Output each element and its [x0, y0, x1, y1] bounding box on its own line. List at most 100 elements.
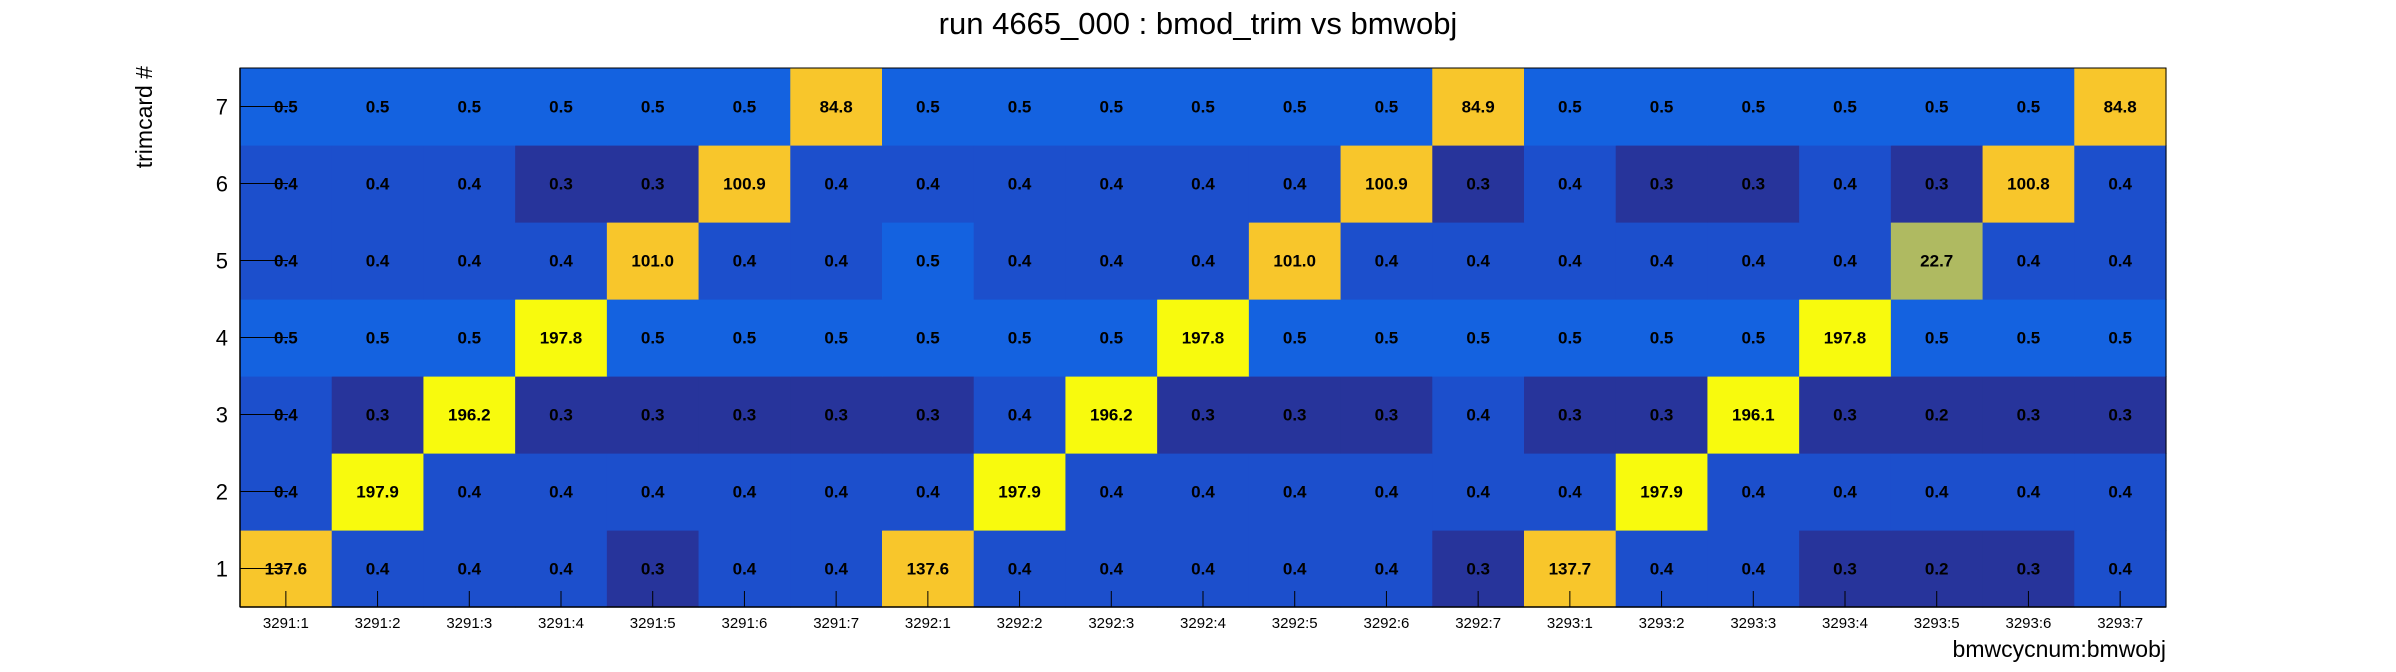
cell-value-label: 0.4: [1741, 560, 1765, 579]
heatmap-cell: [973, 453, 1067, 531]
y-tick-label: 4: [216, 326, 228, 351]
cell-value-label: 0.3: [916, 406, 940, 425]
cell-value-label: 0.4: [824, 560, 848, 579]
cell-value-label: 0.4: [457, 483, 481, 502]
heatmap-cell: [1157, 376, 1250, 454]
cell-value-label: 0.5: [916, 329, 940, 348]
cell-value-label: 0.5: [916, 98, 940, 117]
cell-value-label: 0.4: [916, 175, 940, 194]
heatmap-cell: [331, 376, 425, 454]
x-tick-label: 3291:3: [446, 615, 492, 632]
heatmap-cell: [331, 453, 425, 531]
heatmap-cell: [1707, 453, 1800, 531]
cell-value-label: 0.4: [1466, 252, 1490, 271]
cell-value-label: 0.5: [1283, 98, 1307, 117]
cell-value-label: 0.4: [457, 560, 481, 579]
cell-value-label: 0.3: [2017, 406, 2041, 425]
heatmap-cell: [2074, 299, 2167, 377]
cell-value-label: 0.5: [824, 329, 848, 348]
heatmap-cell: [1982, 145, 2075, 223]
cell-value-label: 0.2: [1925, 406, 1949, 425]
cell-value-label: 0.5: [1650, 329, 1674, 348]
heatmap-cell: [1340, 376, 1433, 454]
heatmap-cell: [331, 68, 425, 146]
cell-value-label: 197.8: [540, 329, 583, 348]
cell-value-label: 197.9: [356, 483, 399, 502]
cell-value-label: 84.9: [1462, 98, 1495, 117]
heatmap-cell: [973, 145, 1067, 223]
heatmap-cell: [1340, 145, 1433, 223]
cell-value-label: 0.5: [1191, 98, 1215, 117]
cell-value-label: 0.5: [1099, 329, 1123, 348]
heatmap-cell: [1707, 68, 1800, 146]
cell-value-label: 0.4: [1741, 252, 1765, 271]
cell-value-label: 0.3: [549, 175, 573, 194]
heatmap-cell: [1340, 299, 1433, 377]
heatmap-cell: [515, 222, 608, 300]
heatmap-cell: [515, 68, 608, 146]
cell-value-label: 137.7: [1549, 560, 1592, 579]
cell-value-label: 0.4: [1375, 560, 1399, 579]
cell-value-label: 0.4: [733, 252, 757, 271]
cell-value-label: 84.8: [2104, 98, 2137, 117]
heatmap-cell: [1707, 145, 1800, 223]
heatmap-cell: [790, 145, 883, 223]
heatmap-cell: [1799, 453, 1892, 531]
cell-value-label: 0.5: [1650, 98, 1674, 117]
heatmap-cell: [606, 299, 700, 377]
heatmap-cell: [1065, 376, 1158, 454]
cell-value-label: 0.3: [1466, 175, 1490, 194]
x-tick-label: 3293:4: [1822, 615, 1868, 632]
cell-value-label: 137.6: [907, 560, 950, 579]
cell-value-label: 0.5: [366, 98, 390, 117]
heatmap-cell: [1248, 376, 1342, 454]
cell-value-label: 0.5: [1008, 98, 1032, 117]
cell-value-label: 0.4: [2108, 175, 2132, 194]
x-tick-label: 3292:6: [1363, 615, 1409, 632]
cell-value-label: 0.4: [2108, 560, 2132, 579]
heatmap-cell: [1707, 222, 1800, 300]
cell-value-label: 0.4: [1191, 483, 1215, 502]
cell-value-label: 0.3: [641, 175, 665, 194]
heatmap-cell: [1524, 376, 1617, 454]
cell-value-label: 0.4: [1558, 175, 1582, 194]
heatmap-cell: [1432, 299, 1525, 377]
heatmap-cell: [606, 453, 700, 531]
heatmap-cell: [1615, 222, 1709, 300]
heatmap-cell: [423, 68, 516, 146]
y-tick-label: 2: [216, 480, 228, 505]
heatmap-cell: [1524, 453, 1617, 531]
cell-value-label: 0.3: [366, 406, 390, 425]
heatmap-cell: [698, 222, 791, 300]
cell-value-label: 0.4: [1008, 560, 1032, 579]
heatmap-cell: [1982, 376, 2075, 454]
x-tick-label: 3291:7: [813, 615, 859, 632]
cell-value-label: 0.4: [733, 483, 757, 502]
cell-value-label: 0.4: [1650, 252, 1674, 271]
cell-value-label: 0.5: [1558, 98, 1582, 117]
cell-value-label: 0.5: [1925, 98, 1949, 117]
heatmap-cell: [606, 145, 700, 223]
cell-value-label: 0.4: [1375, 483, 1399, 502]
cell-value-label: 0.3: [1466, 560, 1490, 579]
heatmap-cell: [698, 453, 791, 531]
heatmap-cell: [423, 299, 516, 377]
cell-value-label: 0.4: [1191, 175, 1215, 194]
heatmap-cell: [1065, 222, 1158, 300]
heatmap-cell: [1248, 68, 1342, 146]
cell-value-label: 0.5: [1375, 329, 1399, 348]
cell-value-label: 0.5: [457, 329, 481, 348]
cell-value-label: 0.5: [1925, 329, 1949, 348]
cell-value-label: 0.2: [1925, 560, 1949, 579]
cell-value-label: 0.4: [1833, 252, 1857, 271]
cell-value-label: 0.3: [1833, 406, 1857, 425]
cell-value-label: 0.4: [1099, 483, 1123, 502]
cell-value-label: 0.5: [641, 98, 665, 117]
cell-value-label: 0.3: [1191, 406, 1215, 425]
heatmap-cell: [1340, 222, 1433, 300]
heatmap-cell: [1982, 453, 2075, 531]
heatmap-cell: [331, 145, 425, 223]
cell-value-label: 0.5: [916, 252, 940, 271]
heatmap-cell: [1340, 453, 1433, 531]
